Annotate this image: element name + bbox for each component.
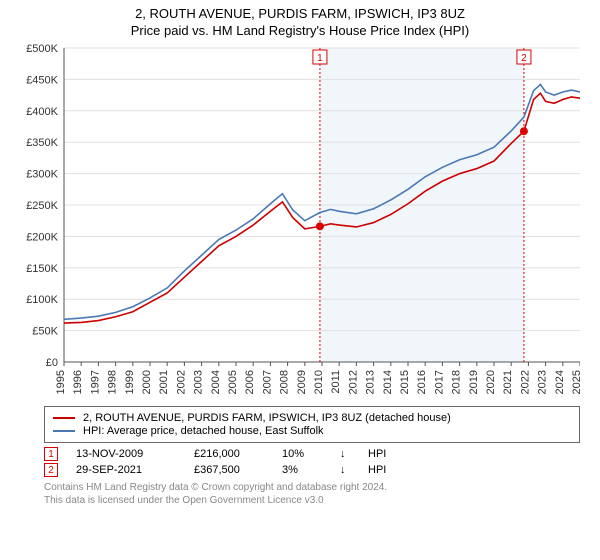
svg-text:1995: 1995 [55,370,67,394]
svg-text:£350K: £350K [26,137,58,149]
svg-text:£400K: £400K [26,106,58,118]
svg-text:2004: 2004 [210,370,222,394]
sale-pct: 10% [282,448,322,460]
sale-vs: HPI [368,448,386,460]
svg-text:£100K: £100K [26,294,58,306]
svg-text:2000: 2000 [141,370,153,394]
svg-text:2003: 2003 [193,370,205,394]
svg-text:2014: 2014 [382,370,394,394]
svg-text:2010: 2010 [313,370,325,394]
sale-badge: 1 [44,447,58,461]
legend-label: HPI: Average price, detached house, East… [83,425,324,437]
svg-text:£150K: £150K [26,263,58,275]
svg-text:£50K: £50K [32,326,58,338]
svg-text:2: 2 [521,53,527,64]
sale-price: £216,000 [194,448,264,460]
svg-text:2019: 2019 [468,370,480,394]
down-arrow-icon: ↓ [340,448,350,460]
svg-text:2008: 2008 [279,370,291,394]
svg-text:£300K: £300K [26,169,58,181]
legend-swatch [53,430,75,432]
sale-row: 2 29-SEP-2021 £367,500 3% ↓ HPI [44,463,580,477]
legend: 2, ROUTH AVENUE, PURDIS FARM, IPSWICH, I… [44,406,580,443]
sale-date: 13-NOV-2009 [76,448,176,460]
sale-price: £367,500 [194,464,264,476]
svg-text:1996: 1996 [72,370,84,394]
svg-text:2025: 2025 [571,370,580,394]
svg-text:1997: 1997 [89,370,101,394]
sale-pct: 3% [282,464,322,476]
svg-text:1999: 1999 [124,370,136,394]
legend-item: HPI: Average price, detached house, East… [53,425,571,437]
page-title-line2: Price paid vs. HM Land Registry's House … [0,23,600,38]
svg-text:2020: 2020 [485,370,497,394]
svg-text:2013: 2013 [365,370,377,394]
page-title-line1: 2, ROUTH AVENUE, PURDIS FARM, IPSWICH, I… [0,6,600,21]
attribution-line: This data is licensed under the Open Gov… [44,494,580,507]
svg-text:2009: 2009 [296,370,308,394]
sale-vs: HPI [368,464,386,476]
svg-text:2005: 2005 [227,370,239,394]
svg-text:£450K: £450K [26,74,58,86]
svg-text:2007: 2007 [261,370,273,394]
legend-swatch [53,417,75,419]
sale-date: 29-SEP-2021 [76,464,176,476]
svg-text:2011: 2011 [330,370,342,394]
svg-text:£200K: £200K [26,231,58,243]
svg-text:2023: 2023 [537,370,549,394]
svg-text:1998: 1998 [107,370,119,394]
svg-text:2024: 2024 [554,370,566,394]
sale-badge: 2 [44,463,58,477]
svg-text:2017: 2017 [433,370,445,394]
legend-item: 2, ROUTH AVENUE, PURDIS FARM, IPSWICH, I… [53,412,571,424]
down-arrow-icon: ↓ [340,464,350,476]
svg-text:2012: 2012 [347,370,359,394]
legend-label: 2, ROUTH AVENUE, PURDIS FARM, IPSWICH, I… [83,412,451,424]
svg-text:2018: 2018 [451,370,463,394]
svg-text:£500K: £500K [26,43,58,55]
price-chart: £0 £50K £100K £150K £200K £250K £300K £350K £400… [20,40,580,400]
svg-text:2016: 2016 [416,370,428,394]
svg-text:2001: 2001 [158,370,170,394]
svg-text:1: 1 [317,53,323,64]
svg-text:2022: 2022 [519,370,531,394]
svg-text:£0: £0 [46,357,58,369]
attribution: Contains HM Land Registry data © Crown c… [44,481,580,507]
attribution-line: Contains HM Land Registry data © Crown c… [44,481,580,494]
svg-text:2002: 2002 [175,370,187,394]
svg-text:2021: 2021 [502,370,514,394]
svg-text:£250K: £250K [26,200,58,212]
svg-text:2015: 2015 [399,370,411,394]
svg-text:2006: 2006 [244,370,256,394]
sales-table: 1 13-NOV-2009 £216,000 10% ↓ HPI 2 29-SE… [44,447,580,477]
sale-row: 1 13-NOV-2009 £216,000 10% ↓ HPI [44,447,580,461]
